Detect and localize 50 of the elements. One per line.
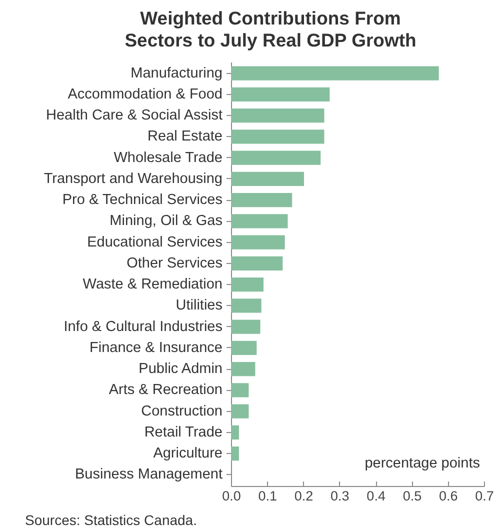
y-tick-label: Public Admin [138, 361, 222, 378]
y-tick-label: Arts & Recreation [108, 382, 222, 398]
x-tick-label: 0.2 [294, 488, 314, 504]
x-tick-label: 0.0 [222, 488, 241, 504]
bar [231, 320, 260, 334]
bar [231, 446, 239, 461]
y-tick-label: Business Management [75, 466, 222, 483]
bar [231, 108, 324, 123]
chart-title: Weighted Contributions From Sectors to July Real GDP Growth [124, 8, 416, 50]
y-tick-label: Other Services [126, 255, 222, 272]
y-tick-label: Transport and Warehousing [44, 170, 222, 187]
y-tick-label: Real Estate [148, 128, 222, 145]
y-tick-label: Utilities [176, 298, 222, 314]
bar [231, 87, 330, 102]
y-tick-label: Info & Cultural Industries [64, 318, 222, 335]
bar [231, 383, 249, 398]
x-tick-label: 0.1 [258, 488, 278, 504]
y-tick-label: Pro & Technical Services [62, 192, 222, 208]
y-tick-label: Finance & Insurance [90, 340, 222, 356]
y-tick-label: Retail Trade [144, 424, 222, 440]
bar [231, 340, 257, 356]
bar [231, 362, 256, 376]
x-tick-label: 0.6 [438, 488, 458, 504]
annotation: percentage points [364, 456, 480, 472]
x-tick-label: 0.4 [366, 488, 386, 504]
y-tick-label: Agriculture [153, 446, 222, 462]
bar [231, 235, 285, 250]
x-tick-label: 0.7 [475, 488, 494, 504]
bar [231, 425, 239, 440]
y-tick-label: Wholesale Trade [114, 150, 222, 166]
bar [231, 256, 283, 271]
bar [231, 192, 292, 208]
y-tick-label: Construction [141, 403, 222, 420]
x-tick-label: 0.5 [402, 488, 422, 504]
y-tick-label: Health Care & Social Assist [46, 108, 222, 124]
y-tick-label: Accommodation & Food [68, 86, 222, 102]
y-tick-label: Mining, Oil & Gas [110, 213, 222, 230]
y-tick-label: Waste & Remediation [82, 276, 222, 293]
y-tick-label: Educational Services [87, 234, 222, 250]
x-tick-label: 0.3 [330, 488, 350, 504]
source-note: Sources: Statistics Canada. [25, 512, 197, 528]
bar [231, 150, 321, 165]
y-tick-label: Manufacturing [130, 65, 222, 82]
bar [231, 214, 288, 228]
bar [231, 298, 262, 313]
bar [231, 404, 249, 418]
bar [231, 66, 439, 80]
bar [231, 130, 324, 144]
bar [231, 277, 264, 292]
bar [231, 172, 304, 186]
